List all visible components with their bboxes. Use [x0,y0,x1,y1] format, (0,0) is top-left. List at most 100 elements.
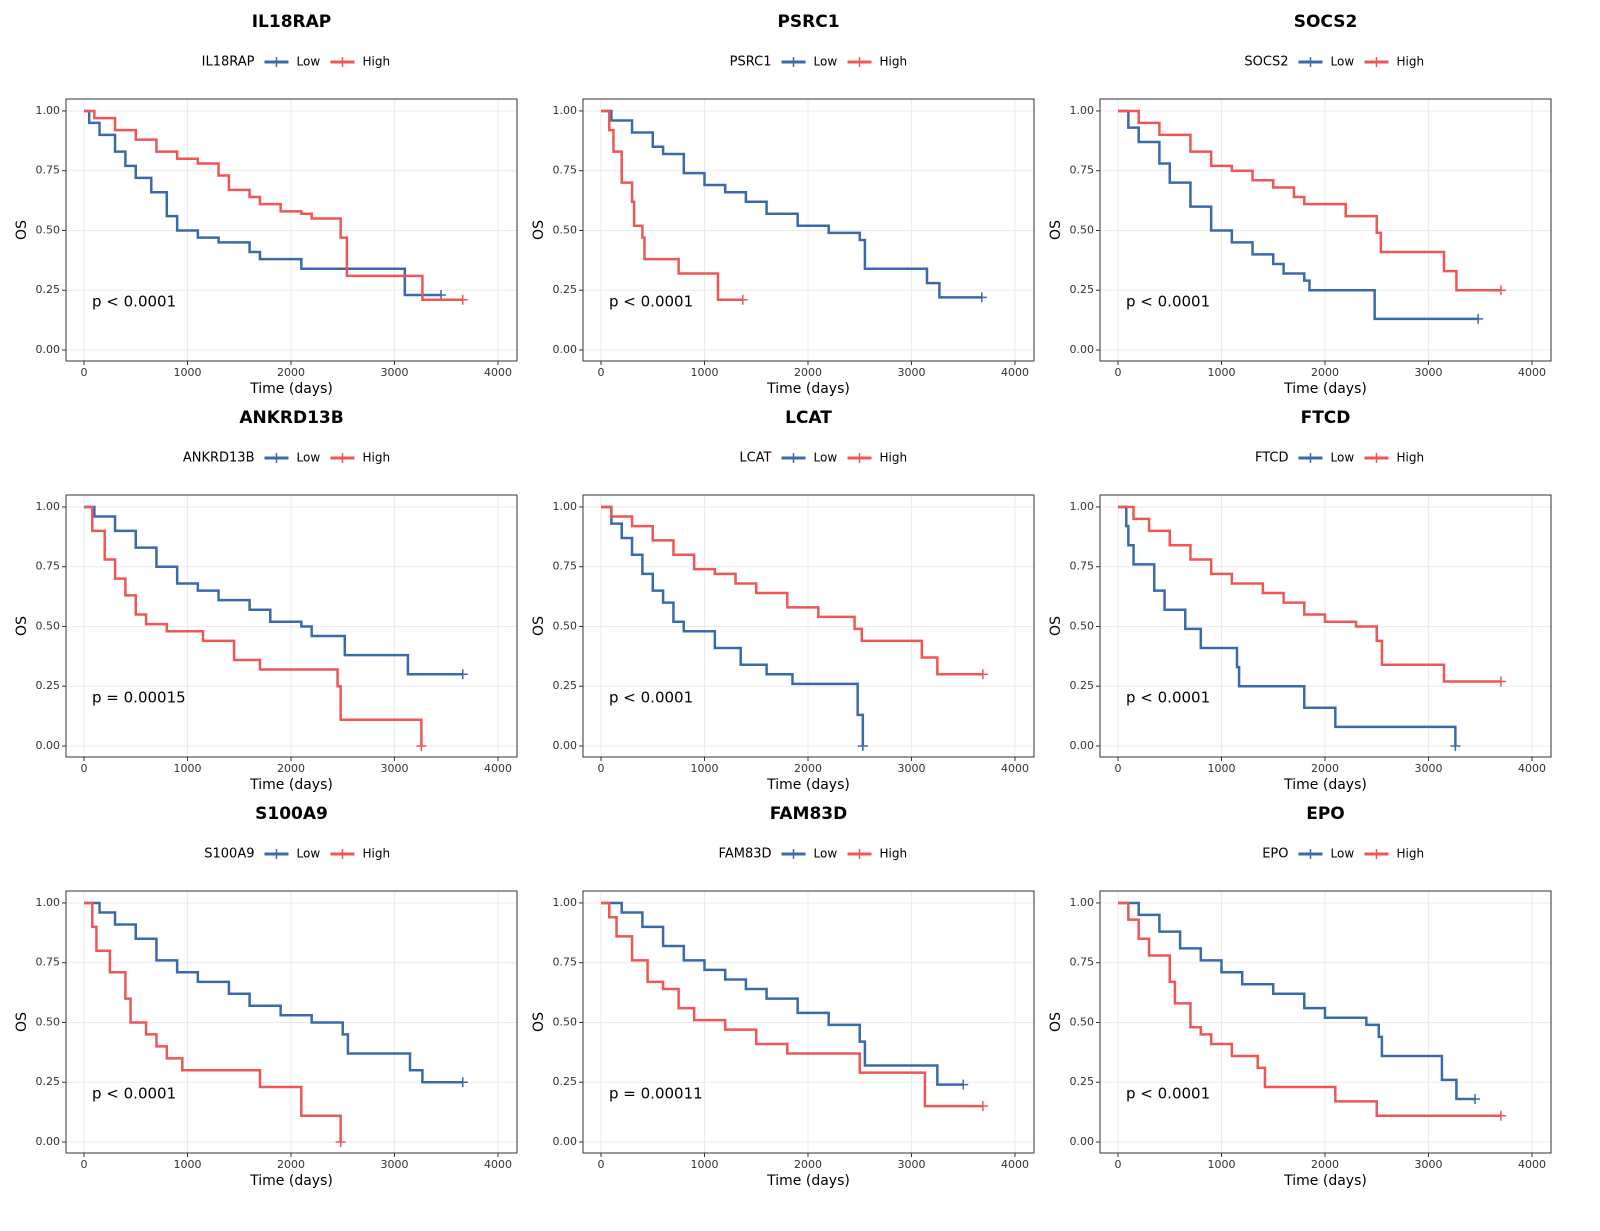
legend-label: High [363,847,391,861]
legend-title: EPO [1262,847,1288,862]
x-tick-label: 1000 [1207,366,1235,379]
legend-label: Low [297,451,321,465]
censor-mark [958,1079,969,1090]
x-tick-label: 3000 [897,1158,925,1171]
plot-border [1099,98,1552,362]
x-axis-label: Time (days) [249,777,333,793]
legend-label: Low [297,847,321,861]
x-axis-label: Time (days) [1283,777,1367,793]
y-tick-label: 1.00 [1070,104,1095,117]
legend-label: Low [297,55,321,69]
x-tick-label: 2000 [277,762,305,775]
censor-mark [737,294,748,305]
y-tick-label: 0.00 [553,343,578,356]
censor-mark [1473,313,1484,324]
legend-title: ANKRD13B [183,451,255,466]
panel-title: FAM83D [770,804,848,824]
y-axis-label: OS [1048,616,1064,636]
x-tick-label: 3000 [897,762,925,775]
legend-label: High [880,451,908,465]
panel-title: FTCD [1301,408,1351,428]
plot-border [582,890,1035,1154]
x-tick-label: 4000 [484,1158,512,1171]
x-tick-label: 0 [1115,366,1122,379]
censor-mark [976,292,987,303]
y-axis-label: OS [1048,1012,1064,1032]
plot-border [1099,494,1552,758]
survival-curve [601,109,982,299]
y-axis-label: OS [14,1012,30,1032]
censor-mark [457,294,468,305]
y-axis-label: OS [14,220,30,240]
y-tick-label: 0.75 [1070,956,1095,969]
legend-label: High [363,451,391,465]
plot-border [582,98,1035,362]
panel-title: SOCS2 [1294,12,1358,32]
y-tick-label: 0.75 [1070,560,1095,573]
censor-mark [436,290,447,301]
y-tick-label: 1.00 [36,104,61,117]
y-tick-label: 0.25 [1070,1075,1095,1088]
x-tick-label: 1000 [1207,762,1235,775]
y-tick-label: 0.50 [1070,1015,1095,1028]
censor-mark [1450,741,1461,752]
panel-title: LCAT [785,408,832,428]
x-tick-label: 3000 [1414,1158,1442,1171]
x-tick-label: 4000 [1518,762,1546,775]
legend-label: High [880,847,908,861]
plot-border [1099,890,1552,1154]
survival-curve [601,505,983,676]
x-tick-label: 0 [598,762,605,775]
legend-label: High [1397,451,1425,465]
x-tick-label: 2000 [794,762,822,775]
panel-title: PSRC1 [777,12,839,32]
censor-mark [1495,676,1506,687]
y-tick-label: 0.25 [1070,679,1095,692]
y-tick-label: 0.75 [1070,164,1095,177]
y-tick-label: 0.75 [553,164,578,177]
y-tick-label: 0.00 [1070,739,1095,752]
survival-curve [1118,901,1476,1101]
y-tick-label: 0.00 [1070,1135,1095,1148]
x-axis-label: Time (days) [1283,1173,1367,1189]
y-tick-label: 0.00 [36,1135,61,1148]
y-tick-label: 0.75 [553,560,578,573]
censor-mark [1495,1110,1506,1121]
x-tick-label: 3000 [380,366,408,379]
legend-title: FTCD [1255,451,1289,466]
y-tick-label: 1.00 [1070,500,1095,513]
y-tick-label: 0.50 [1070,223,1095,236]
p-value: p = 0.00015 [92,689,186,707]
x-axis-label: Time (days) [766,381,850,397]
survival-curve [1118,505,1457,747]
survival-curve [1118,901,1501,1117]
plot-border [65,890,518,1154]
x-tick-label: 2000 [794,366,822,379]
p-value: p < 0.0001 [609,689,693,707]
y-axis-label: OS [1048,220,1064,240]
y-tick-label: 0.50 [36,1015,61,1028]
y-tick-label: 0.75 [36,164,61,177]
legend-label: High [1397,847,1425,861]
y-tick-label: 1.00 [36,500,61,513]
x-tick-label: 4000 [1001,1158,1029,1171]
x-axis-label: Time (days) [766,1173,850,1189]
x-tick-label: 4000 [484,366,512,379]
survival-curve [1118,109,1501,292]
plot-border [65,494,518,758]
x-tick-label: 1000 [173,762,201,775]
survival-curve [84,109,463,302]
y-axis-label: OS [531,616,547,636]
y-tick-label: 0.75 [36,560,61,573]
x-tick-label: 4000 [1001,762,1029,775]
x-tick-label: 0 [81,366,88,379]
x-tick-label: 1000 [173,366,201,379]
x-tick-label: 3000 [1414,366,1442,379]
y-tick-label: 0.50 [36,223,61,236]
x-tick-label: 1000 [173,1158,201,1171]
y-axis-label: OS [531,220,547,240]
y-tick-label: 1.00 [553,500,578,513]
y-tick-label: 0.25 [36,1075,61,1088]
y-tick-label: 0.25 [36,679,61,692]
